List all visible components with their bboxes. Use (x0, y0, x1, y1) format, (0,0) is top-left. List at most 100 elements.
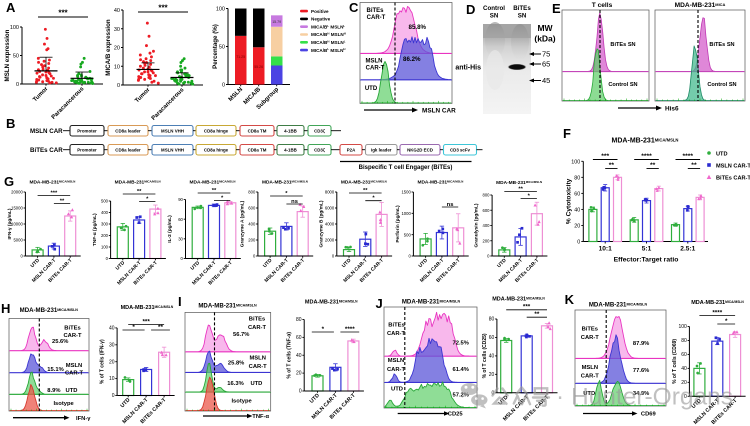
svg-text:T cells: T cells (592, 2, 613, 9)
svg-text:5000: 5000 (13, 238, 23, 243)
svg-text:6000: 6000 (325, 206, 335, 211)
svg-text:E: E (552, 1, 561, 16)
svg-text:60: 60 (574, 191, 580, 197)
svg-text:MSLN: MSLN (582, 365, 598, 371)
svg-text:65: 65 (542, 60, 550, 69)
svg-text:UTD: UTD (716, 151, 728, 157)
svg-text:*: * (528, 193, 531, 199)
svg-text:UTD: UTD (341, 257, 353, 269)
svg-text:ns: ns (291, 199, 298, 205)
svg-text:0: 0 (117, 83, 120, 89)
svg-text:0: 0 (181, 256, 184, 261)
svg-text:100: 100 (216, 7, 225, 13)
svg-text:90: 90 (178, 197, 183, 202)
svg-text:4-1BB: 4-1BB (284, 148, 297, 153)
svg-text:0: 0 (253, 254, 256, 259)
svg-text:MDA-MB-231MICA/MSLN: MDA-MB-231MICA/MSLN (305, 300, 358, 306)
svg-text:5:1: 5:1 (642, 246, 652, 253)
svg-text:***: *** (58, 9, 68, 18)
svg-text:MDA-MB-231MICA/MSLN: MDA-MB-231MICA/MSLN (29, 180, 75, 186)
svg-text:CD3 scFv: CD3 scFv (450, 148, 471, 153)
svg-text:***: *** (601, 153, 609, 160)
svg-text:Negative: Negative (311, 17, 331, 22)
svg-text:MDA-MB-231MICA/MSLN: MDA-MB-231MICA/MSLN (121, 305, 174, 311)
svg-text:Control SN: Control SN (707, 82, 736, 88)
svg-text:0: 0 (684, 394, 687, 400)
svg-text:**: ** (518, 186, 523, 192)
svg-text:CD8a TM: CD8a TM (248, 129, 267, 134)
svg-text:MICA/BH MSLNL: MICA/BH MSLNL (311, 39, 346, 45)
svg-text:P2A: P2A (347, 148, 356, 153)
svg-text:Paracancerous: Paracancerous (51, 86, 86, 121)
svg-text:BiTEs: BiTEs (582, 326, 598, 332)
svg-text:SN: SN (490, 13, 499, 20)
svg-text:MSLN expression: MSLN expression (4, 29, 11, 81)
svg-text:71.25: 71.25 (236, 55, 245, 59)
svg-text:77.6%: 77.6% (633, 368, 649, 374)
svg-text:15000: 15000 (11, 206, 23, 211)
svg-text:85.8%: 85.8% (409, 24, 427, 31)
svg-text:CAR-T: CAR-T (387, 367, 405, 373)
svg-text:MSLN VHH: MSLN VHH (161, 129, 184, 134)
svg-text:0: 0 (299, 389, 302, 395)
svg-text:30: 30 (114, 27, 120, 33)
svg-text:50: 50 (219, 45, 225, 51)
svg-text:IFN-γ: IFN-γ (76, 416, 91, 422)
svg-text:30: 30 (178, 236, 183, 241)
svg-text:SN: SN (518, 13, 527, 20)
svg-text:****: **** (345, 326, 355, 333)
svg-text:BiTEs: BiTEs (388, 322, 404, 328)
svg-text:CAR-T: CAR-T (367, 15, 386, 21)
svg-text:40: 40 (114, 8, 120, 14)
svg-text:600: 600 (248, 206, 256, 211)
svg-text:20000: 20000 (11, 190, 23, 195)
svg-text:100: 100 (571, 159, 580, 165)
svg-text:MDA-MB-231MICA/MSLN: MDA-MB-231MICA/MSLN (612, 137, 679, 144)
svg-text:100: 100 (678, 324, 687, 330)
svg-text:20: 20 (681, 380, 687, 386)
svg-text:MSLN: MSLN (228, 87, 244, 103)
svg-text:60: 60 (178, 217, 183, 222)
svg-text:Bispecific T cell Engager (BiT: Bispecific T cell Engager (BiTEs) (359, 165, 453, 171)
svg-text:Perforin (pg/mL): Perforin (pg/mL) (395, 205, 401, 243)
svg-text:MDA-MB-231MICA/MSLN: MDA-MB-231MICA/MSLN (20, 307, 79, 314)
svg-text:**: ** (691, 162, 697, 169)
svg-text:60: 60 (489, 335, 495, 341)
svg-text:200: 200 (483, 238, 491, 243)
svg-text:MDA-MB-231MICA/MSLN: MDA-MB-231MICA/MSLN (417, 180, 463, 186)
svg-text:MDA-MB-231MICA/MSLN: MDA-MB-231MICA/MSLN (198, 303, 257, 310)
svg-text:300: 300 (101, 222, 109, 227)
svg-text:72.5%: 72.5% (453, 341, 469, 347)
svg-text:BiTEs SN: BiTEs SN (709, 42, 734, 48)
svg-text:MSLN CAR: MSLN CAR (30, 128, 63, 135)
svg-text:UTD: UTD (115, 260, 127, 272)
svg-text:CD3ζ: CD3ζ (314, 148, 325, 153)
svg-text:8000: 8000 (325, 190, 335, 195)
svg-text:His6: His6 (665, 106, 679, 113)
svg-text:56.7%: 56.7% (233, 332, 249, 338)
svg-text:2000: 2000 (325, 238, 335, 243)
svg-text:60: 60 (681, 352, 687, 358)
svg-text:0: 0 (332, 254, 335, 259)
svg-text:BiTEs SN: BiTEs SN (610, 42, 635, 48)
svg-text:CAR-T: CAR-T (581, 335, 599, 341)
svg-text:800: 800 (483, 193, 491, 198)
svg-text:CD69: CD69 (641, 412, 657, 418)
svg-text:UTD: UTD (250, 381, 262, 387)
svg-text:Granzyme A (pg/mL): Granzyme A (pg/mL) (239, 200, 245, 247)
svg-text:16.3%: 16.3% (227, 381, 243, 387)
svg-text:CD8a hinge: CD8a hinge (204, 129, 229, 134)
svg-text:40: 40 (574, 207, 580, 213)
svg-text:Granzyme B (pg/mL): Granzyme B (pg/mL) (318, 200, 324, 247)
svg-text:**: ** (60, 198, 65, 204)
svg-text:0: 0 (487, 254, 490, 259)
svg-text:***: *** (158, 4, 168, 13)
svg-text:% of T cells (TNF-α): % of T cells (TNF-α) (287, 332, 293, 379)
svg-text:Tumor: Tumor (134, 87, 152, 105)
svg-text:**: ** (534, 311, 539, 318)
svg-text:CD8a hinge: CD8a hinge (204, 148, 229, 153)
svg-text:1000: 1000 (401, 211, 411, 216)
svg-text:40: 40 (296, 353, 302, 359)
svg-text:CAR-T: CAR-T (366, 66, 385, 72)
svg-text:20: 20 (296, 371, 302, 377)
